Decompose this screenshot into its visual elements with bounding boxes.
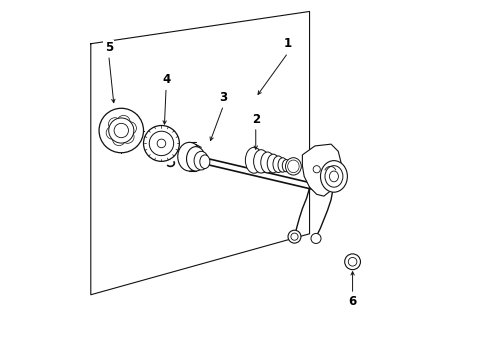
Circle shape (291, 233, 298, 240)
Ellipse shape (329, 171, 339, 182)
Circle shape (313, 166, 320, 173)
Ellipse shape (267, 154, 279, 173)
Text: 3: 3 (220, 91, 227, 104)
Circle shape (114, 123, 128, 138)
Ellipse shape (254, 150, 269, 173)
Circle shape (344, 254, 361, 270)
Ellipse shape (282, 159, 290, 172)
Circle shape (311, 233, 321, 243)
Ellipse shape (325, 166, 343, 187)
Ellipse shape (288, 160, 299, 173)
Text: 2: 2 (252, 113, 260, 126)
Circle shape (109, 118, 134, 143)
Text: 1: 1 (284, 37, 292, 50)
Ellipse shape (320, 161, 347, 192)
Ellipse shape (261, 152, 274, 173)
Circle shape (288, 230, 301, 243)
Circle shape (99, 108, 144, 153)
Text: 4: 4 (162, 73, 170, 86)
Ellipse shape (245, 147, 263, 173)
Polygon shape (302, 144, 342, 196)
Circle shape (348, 257, 357, 266)
Ellipse shape (200, 155, 210, 168)
Text: 5: 5 (104, 41, 113, 54)
Ellipse shape (194, 151, 208, 170)
Ellipse shape (278, 158, 287, 172)
Ellipse shape (286, 158, 301, 175)
Ellipse shape (187, 147, 205, 171)
Circle shape (149, 131, 173, 156)
Circle shape (157, 139, 166, 148)
Ellipse shape (178, 142, 201, 171)
Ellipse shape (273, 156, 284, 172)
Text: 6: 6 (348, 296, 357, 309)
